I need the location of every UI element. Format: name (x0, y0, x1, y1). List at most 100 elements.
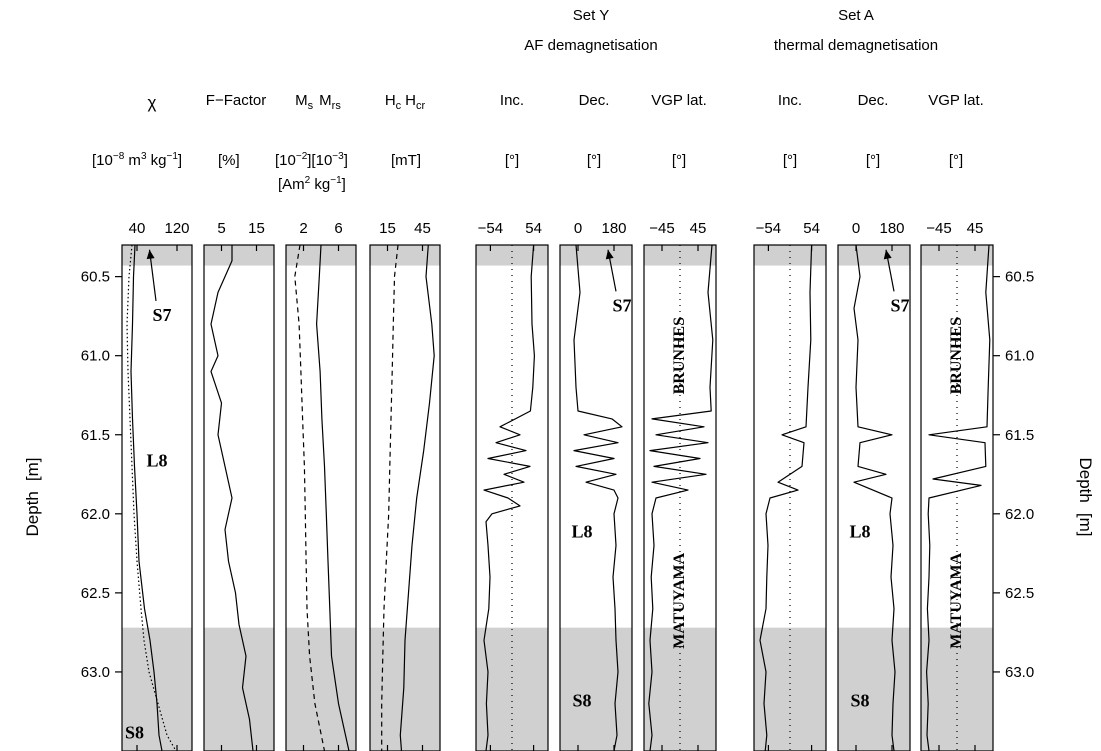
a-vgp-unit: [°] (949, 152, 963, 169)
polarity-label-a_vgp-2: BRUNHES (948, 317, 965, 394)
tick-label-hc-1: 45 (414, 220, 431, 237)
chi-unit: [10−8 m3 kg−1] (92, 151, 182, 169)
panel-a_inc: −54 54 (753, 220, 827, 751)
ms-sub: s (308, 100, 314, 112)
y-vgp-unit: [°] (672, 152, 686, 169)
tick-label-ms-1: 6 (334, 220, 342, 237)
chart-panels: 40 120 5 15 2 6 15 45 −54 54 0 180 −45 45 −54 54 0 180 −45… (121, 220, 994, 751)
hc-hcr-label: Hc Hcr (385, 92, 426, 112)
y-inc-label: Inc. (500, 92, 524, 109)
series-line-hc-solid (399, 244, 435, 751)
ms-label: M (295, 92, 308, 109)
shaded-interval-chi-1 (122, 627, 192, 751)
depth-axis-title-right: Depth[m] (1076, 458, 1095, 537)
depth-tick-label-right-0: 60.5 (1005, 269, 1034, 286)
panel-frame-y_inc (475, 244, 549, 751)
tick-label-ffactor-1: 15 (248, 220, 265, 237)
y-inc-unit: [°] (505, 152, 519, 169)
depth-tick-label-left-3: 62.0 (81, 506, 110, 523)
y-dec-unit: [°] (587, 152, 601, 169)
tick-label-y_vgp-0: −45 (649, 220, 674, 237)
hc-label: H (385, 92, 396, 109)
tick-label-y_vgp-1: 45 (690, 220, 707, 237)
panel-frame-hc (369, 244, 441, 751)
tick-label-y_dec-1: 180 (601, 220, 626, 237)
tick-label-a_dec-1: 180 (879, 220, 904, 237)
tick-label-y_inc-0: −54 (478, 220, 503, 237)
depth-tick-label-left-1: 61.0 (81, 348, 110, 365)
annotation-arrowhead-y_dec-3 (605, 249, 614, 260)
depth-tick-label-right-1: 61.0 (1005, 348, 1034, 365)
panel-ffactor: 5 15 (203, 220, 275, 751)
shaded-interval-ffactor-1 (204, 627, 274, 751)
hcr-label: H (405, 92, 416, 109)
a-dec-unit: [°] (866, 152, 880, 169)
depth-tick-label-left-4: 62.5 (81, 585, 110, 602)
panel-y_dec: 0 180 (559, 220, 633, 751)
panel-chi: 40 120 (121, 220, 193, 751)
polarity-label-a_vgp-3: MATUYAMA (948, 552, 965, 648)
tick-label-a_dec-0: 0 (852, 220, 860, 237)
hc-unit: [mT] (391, 152, 421, 169)
annotation-a_dec-L8: L8 (849, 522, 870, 542)
depth-axis-ticks: 60.5 60.5 61.0 61.0 61.5 61.5 62.0 62.0 62.5 62.5… (81, 269, 1034, 681)
shaded-interval-ffactor-0 (204, 245, 274, 266)
chart-headers: Set Y AF demagnetisation Set A thermal d… (23, 7, 1095, 536)
panel-hc: 15 45 (369, 220, 441, 751)
panel-frame-ffactor (203, 244, 275, 751)
annotation-y_dec-L8: L8 (571, 522, 592, 542)
annotation-y_dec-S7: S7 (612, 295, 631, 315)
panel-frame-ms (285, 244, 357, 751)
tick-label-hc-0: 15 (379, 220, 396, 237)
series-line-a_inc-solid (759, 244, 813, 751)
panel-frame-chi (121, 244, 193, 751)
tick-label-y_inc-1: 54 (525, 220, 542, 237)
tick-label-y_dec-0: 0 (574, 220, 582, 237)
annotation-a_dec-S8: S8 (850, 691, 869, 711)
tick-label-ms-0: 2 (299, 220, 307, 237)
series-line-a_dec-solid (853, 244, 896, 751)
depth-tick-label-right-4: 62.5 (1005, 585, 1034, 602)
shaded-interval-y_vgp-0 (644, 245, 716, 266)
ms-mrs-label: Ms Mrs (295, 92, 341, 112)
series-line-ffactor-solid (210, 245, 254, 751)
series-line-chi-dotted (126, 244, 177, 751)
polarity-label-y_vgp-1: MATUYAMA (671, 552, 688, 648)
y-dec-label: Dec. (579, 92, 610, 109)
a-inc-unit: [°] (783, 152, 797, 169)
shaded-interval-a_dec-0 (838, 245, 910, 266)
tick-label-a_inc-1: 54 (803, 220, 820, 237)
shaded-interval-a_vgp-0 (921, 245, 993, 266)
ffactor-unit: [%] (218, 152, 240, 169)
depth-tick-label-left-5: 63.0 (81, 664, 110, 681)
annotation-chi-S8: S8 (125, 722, 144, 742)
panel-frame-a_vgp (920, 244, 994, 751)
panel-frame-y_dec (559, 244, 633, 751)
ms-unit-line2: [Am2 kg−1] (278, 175, 346, 193)
series-line-y_inc-solid (483, 244, 536, 751)
a-vgp-label: VGP lat. (928, 92, 984, 109)
annotation-a_dec-S7: S7 (890, 295, 909, 315)
tick-label-chi-0: 40 (129, 220, 146, 237)
hc-sub: c (396, 100, 402, 112)
panel-y_inc: −54 54 (475, 220, 549, 751)
group-header-set-y-line1: Set Y (573, 7, 609, 24)
panel-y_vgp: −45 45 (643, 220, 717, 751)
panel-a_vgp: −45 45 (920, 220, 994, 751)
ffactor-label: F−Factor (206, 92, 266, 109)
hcr-sub: cr (416, 100, 426, 112)
tick-label-a_inc-0: −54 (756, 220, 781, 237)
series-line-ms-solid (316, 244, 350, 751)
tick-label-a_vgp-1: 45 (967, 220, 984, 237)
polarity-label-y_vgp-0: BRUNHES (671, 317, 688, 394)
depth-tick-label-right-2: 61.5 (1005, 427, 1034, 444)
y-vgp-label: VGP lat. (651, 92, 707, 109)
panel-a_dec: 0 180 (837, 220, 911, 751)
mrs-sub: rs (332, 100, 342, 112)
ms-unit-line1: [10−2][10−3] (275, 151, 348, 169)
shaded-interval-chi-0 (122, 245, 192, 266)
annotation-chi-S7: S7 (152, 305, 171, 325)
shaded-interval-y_dec-1 (560, 627, 632, 751)
